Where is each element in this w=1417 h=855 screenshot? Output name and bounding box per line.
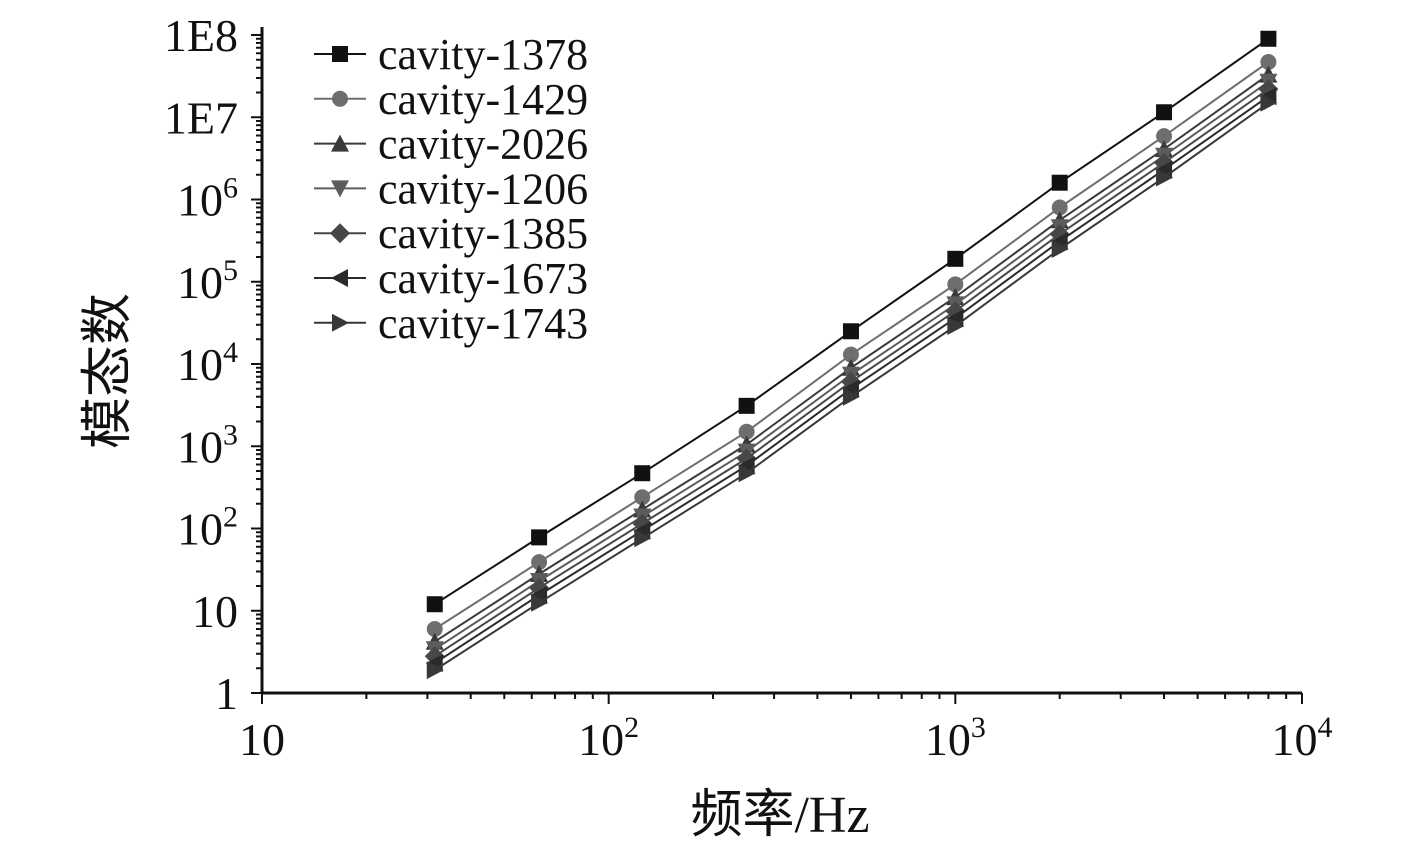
x-tick-label: 104 (1272, 711, 1333, 765)
data-point-cavity-1743 (634, 529, 652, 548)
data-point-cavity-1378 (634, 465, 651, 482)
legend-marker-cavity-1673 (331, 269, 348, 287)
data-point-cavity-1429 (426, 620, 443, 637)
legend-marker-cavity-1385 (330, 223, 350, 244)
x-tick-label: 10 (239, 714, 285, 765)
data-point-cavity-1743 (1156, 168, 1174, 187)
data-point-cavity-1429 (1051, 199, 1068, 216)
legend-marker-cavity-1206 (331, 180, 349, 198)
data-point-cavity-1378 (1156, 104, 1173, 121)
data-point-cavity-1429 (842, 346, 859, 363)
data-point-cavity-1429 (738, 423, 755, 440)
data-point-cavity-1743 (1260, 93, 1278, 112)
y-tick-label: 1 (215, 668, 238, 719)
y-tick-label: 1E8 (164, 10, 238, 61)
y-tick-label: 105 (177, 254, 238, 308)
data-point-cavity-1429 (1260, 53, 1277, 70)
y-tick-label: 10 (192, 586, 238, 637)
data-point-cavity-1378 (738, 397, 755, 414)
y-tick-label: 104 (177, 336, 238, 390)
data-point-cavity-1378 (947, 250, 964, 267)
legend-label: cavity-1429 (378, 75, 588, 124)
legend-label: cavity-1206 (378, 164, 588, 213)
data-point-cavity-1743 (531, 593, 549, 612)
legend-label: cavity-1673 (378, 254, 588, 303)
y-tick-label: 106 (177, 172, 238, 226)
legend-label: cavity-1378 (378, 30, 588, 79)
y-axis-title: 模态数 (80, 293, 137, 449)
legend-marker-cavity-1429 (332, 90, 348, 107)
data-point-cavity-1378 (531, 529, 548, 546)
series-layer (424, 30, 1279, 680)
y-tick-label: 103 (177, 418, 238, 472)
data-point-cavity-1743 (842, 387, 860, 406)
y-tick-label: 1E7 (164, 92, 238, 143)
data-point-cavity-1429 (531, 554, 548, 571)
legend-marker-cavity-1378 (332, 46, 348, 62)
legend-marker-cavity-1743 (332, 313, 349, 332)
legend-label: cavity-1385 (378, 209, 588, 258)
legend-marker-cavity-2026 (331, 134, 349, 152)
data-point-cavity-1429 (634, 489, 651, 506)
x-axis-title: 频率/Hz (690, 787, 869, 844)
data-point-cavity-1743 (738, 464, 756, 483)
legend-label: cavity-1743 (378, 299, 588, 348)
x-tick-label: 103 (925, 711, 986, 765)
data-point-cavity-1378 (1051, 174, 1068, 191)
data-point-cavity-1378 (1260, 30, 1277, 47)
data-point-cavity-1429 (1156, 128, 1173, 145)
legend: cavity-1378cavity-1429cavity-2026cavity-… (314, 30, 588, 348)
data-point-cavity-1378 (842, 323, 859, 340)
data-point-cavity-1378 (426, 596, 443, 613)
y-tick-label: 102 (177, 501, 238, 555)
data-point-cavity-1743 (426, 661, 444, 680)
data-point-cavity-1743 (1051, 240, 1069, 259)
x-tick-label: 102 (578, 711, 639, 765)
legend-label: cavity-2026 (378, 120, 588, 169)
data-point-cavity-1743 (947, 316, 965, 335)
data-point-cavity-1429 (947, 276, 964, 293)
